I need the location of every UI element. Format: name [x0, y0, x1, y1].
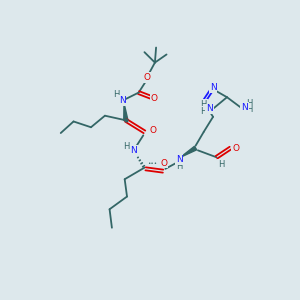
Text: H: H	[247, 105, 253, 114]
Text: H: H	[113, 90, 119, 99]
Text: O: O	[143, 73, 150, 82]
Text: O: O	[150, 94, 157, 103]
Text: H: H	[200, 100, 207, 109]
Text: N: N	[176, 155, 183, 164]
Text: O: O	[149, 126, 156, 135]
Text: H: H	[200, 106, 207, 116]
Text: N: N	[119, 96, 126, 105]
Text: •••: •••	[147, 161, 158, 166]
Text: O: O	[161, 158, 168, 167]
Polygon shape	[181, 146, 197, 157]
Text: N: N	[206, 104, 213, 113]
Text: N: N	[241, 103, 248, 112]
Text: N: N	[210, 83, 216, 92]
Text: H: H	[218, 160, 224, 169]
Text: H: H	[176, 163, 182, 172]
Text: H: H	[123, 142, 130, 151]
Polygon shape	[124, 103, 128, 121]
Text: H: H	[247, 99, 253, 108]
Text: O: O	[232, 143, 239, 152]
Text: N: N	[130, 146, 137, 155]
